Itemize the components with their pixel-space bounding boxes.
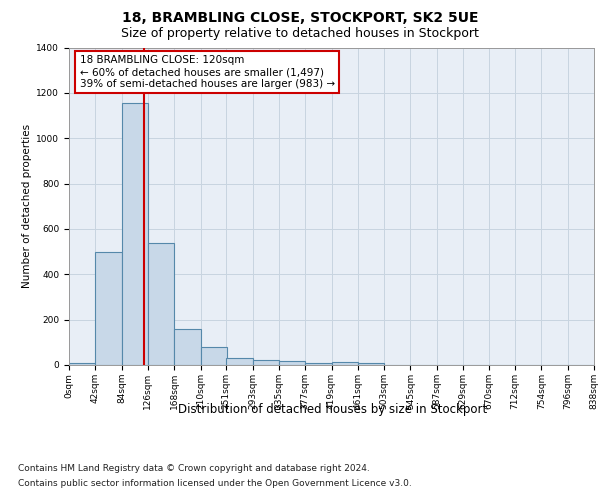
Bar [148,242,174,365]
Bar [253,360,279,365]
Text: Contains public sector information licensed under the Open Government Licence v3: Contains public sector information licen… [18,479,412,488]
Y-axis label: Number of detached properties: Number of detached properties [22,124,32,288]
Text: Contains HM Land Registry data © Crown copyright and database right 2024.: Contains HM Land Registry data © Crown c… [18,464,370,473]
Bar [174,328,200,365]
Bar [332,362,358,365]
Bar [226,358,253,365]
Bar [95,252,122,365]
Bar [122,103,148,365]
Bar [69,362,95,365]
Text: 18 BRAMBLING CLOSE: 120sqm
← 60% of detached houses are smaller (1,497)
39% of s: 18 BRAMBLING CLOSE: 120sqm ← 60% of deta… [79,56,335,88]
Text: 18, BRAMBLING CLOSE, STOCKPORT, SK2 5UE: 18, BRAMBLING CLOSE, STOCKPORT, SK2 5UE [122,11,478,25]
Bar [279,361,305,365]
Bar [305,362,332,365]
Text: Size of property relative to detached houses in Stockport: Size of property relative to detached ho… [121,28,479,40]
Bar [358,363,384,365]
Text: Distribution of detached houses by size in Stockport: Distribution of detached houses by size … [178,402,488,415]
Bar [200,347,227,365]
